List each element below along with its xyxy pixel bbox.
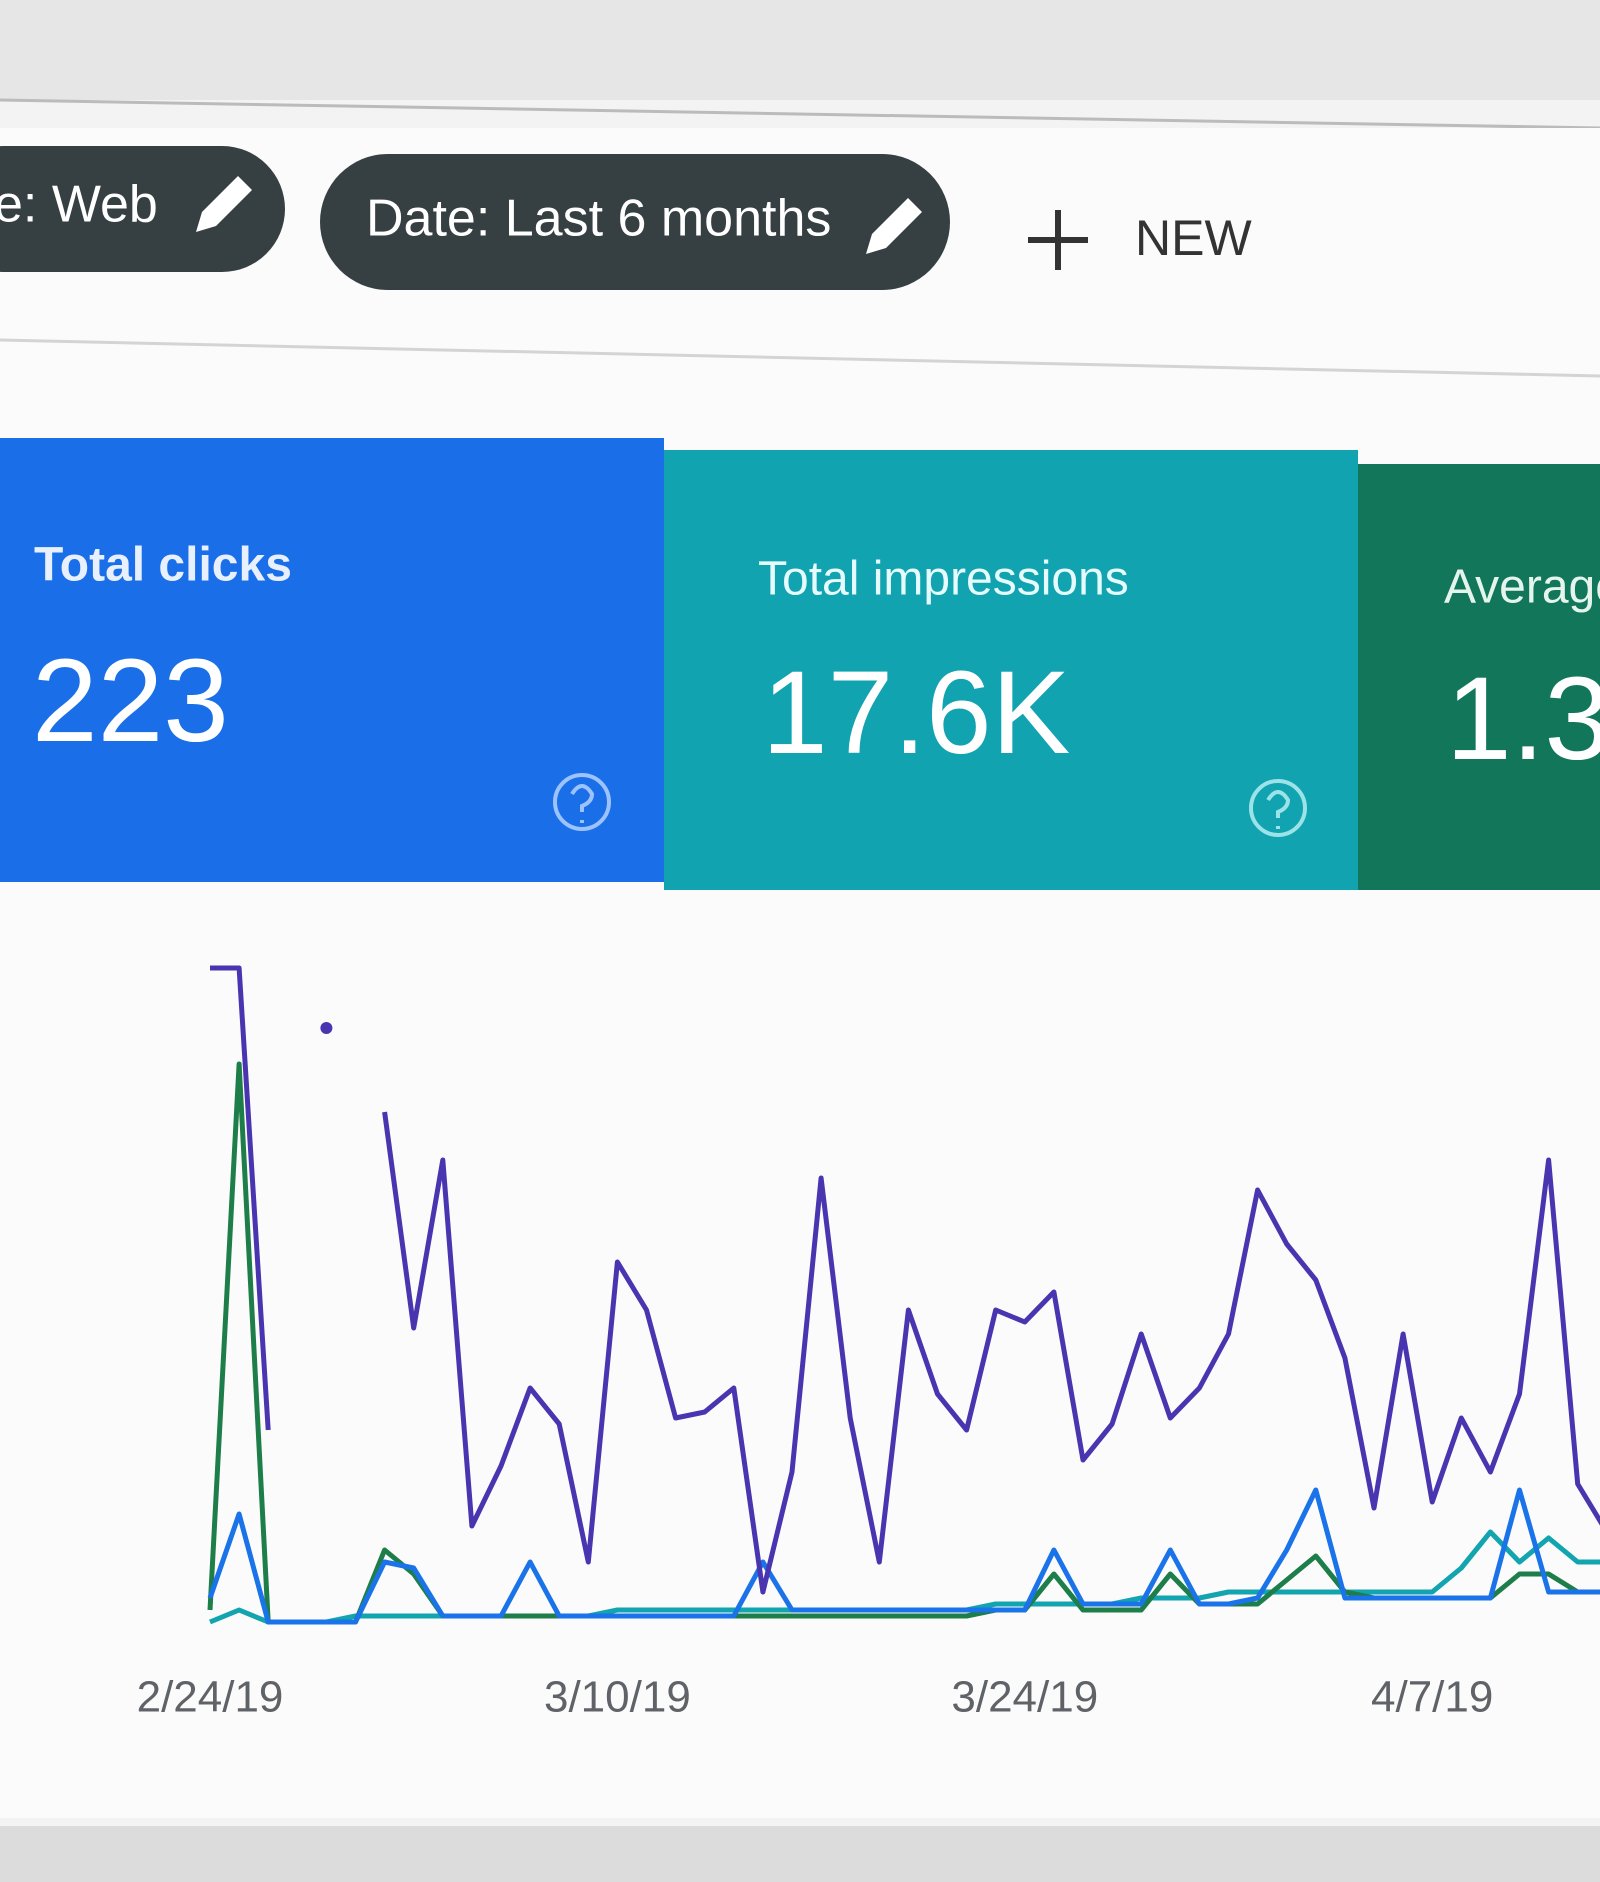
metric-value: 17.6K (762, 647, 1070, 779)
series-line (207, 1487, 1600, 1625)
metric-label: Total clicks (34, 539, 292, 592)
series-line (210, 965, 271, 1431)
card-background (664, 450, 1358, 890)
card-background (1358, 464, 1600, 890)
metric-value: 223 (32, 635, 229, 767)
x-tick-label: 4/7/19 (1371, 1673, 1493, 1722)
new-button-label: NEW (1135, 210, 1252, 266)
filter-chip[interactable]: e: Web (0, 146, 285, 272)
metric-card[interactable]: Total clicks 223 (0, 438, 664, 882)
x-tick-label: 3/24/19 (951, 1673, 1098, 1722)
chip-label: Date: Last 6 months (366, 190, 831, 248)
edit-icon (866, 198, 922, 254)
chip-background (0, 146, 285, 272)
chip-background (320, 154, 950, 290)
help-icon-mark (1266, 790, 1291, 829)
divider (0, 338, 1600, 378)
x-tick-label: 3/10/19 (544, 1673, 691, 1722)
metric-value: 1.3 (1446, 653, 1600, 785)
content (0, 128, 1600, 1818)
help-icon (1249, 779, 1307, 837)
performance-chart: 2/24/19 3/10/19 3/24/19 4/7/19 (137, 965, 1600, 1722)
top-bar (0, 0, 1600, 100)
edit-icon (196, 176, 252, 232)
help-icon-mark (570, 784, 595, 823)
chip-label: e: Web (0, 176, 158, 234)
x-tick-label: 2/24/19 (137, 1673, 284, 1722)
new-filter-button[interactable]: NEW (1028, 210, 1252, 270)
help-icon (553, 773, 611, 831)
card-background (0, 438, 664, 882)
top-bar-border (0, 98, 1600, 130)
plus-icon (1028, 210, 1088, 270)
metric-card[interactable]: Total impressions 17.6K (664, 450, 1358, 890)
metric-label: Total impressions (758, 553, 1129, 606)
filter-chip[interactable]: Date: Last 6 months (320, 154, 950, 290)
metric-label: Average (1444, 561, 1600, 614)
metric-card[interactable]: Average 1.3 (1358, 464, 1600, 890)
data-point (320, 1022, 333, 1034)
series-line (382, 1111, 1600, 1595)
bottom-bezel (0, 1826, 1600, 1882)
